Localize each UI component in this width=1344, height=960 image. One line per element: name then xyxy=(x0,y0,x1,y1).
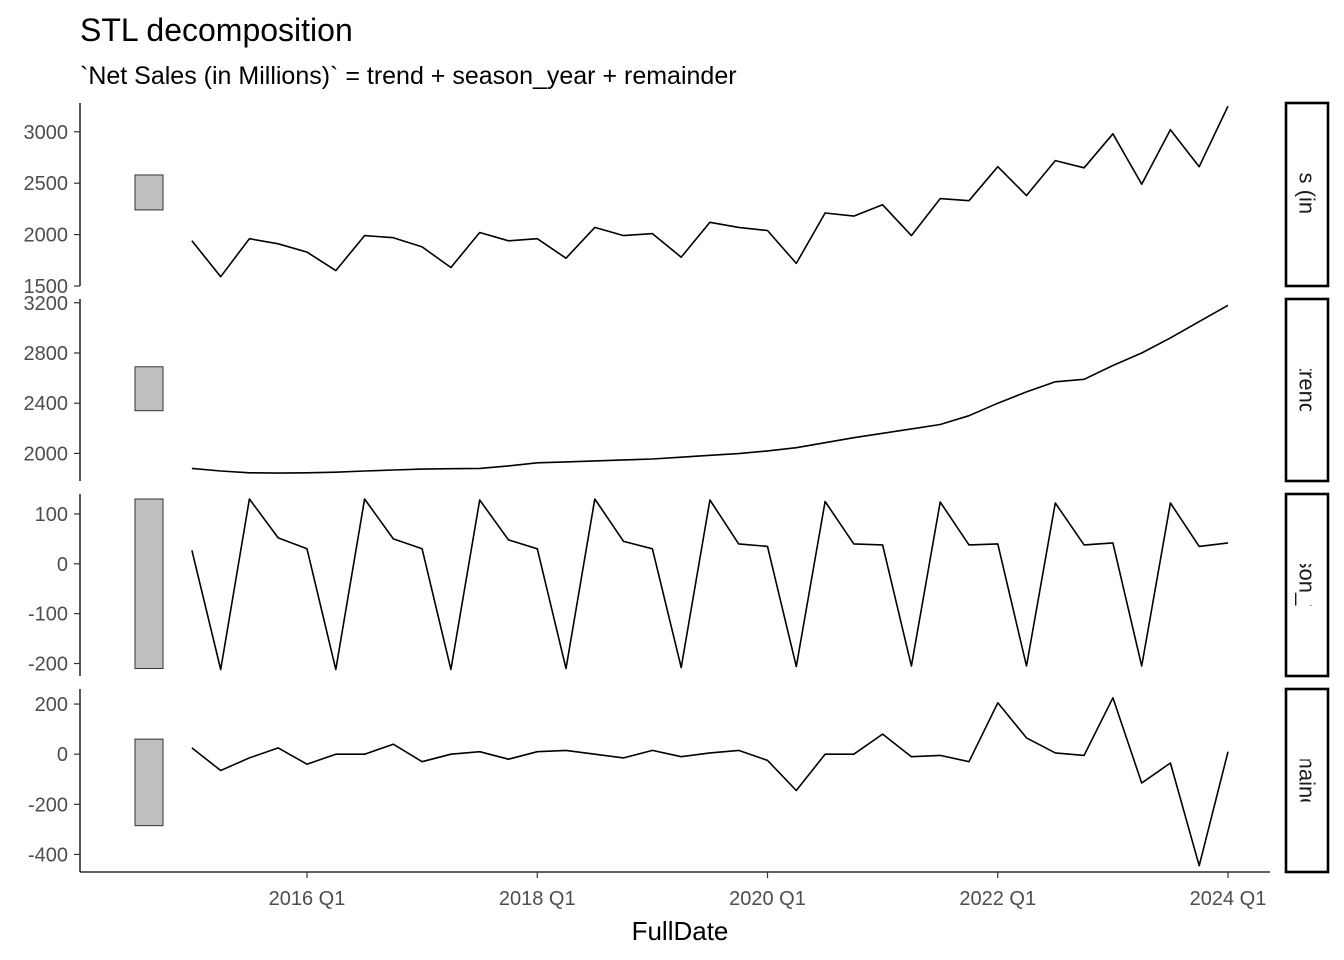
y-tick-label: 0 xyxy=(57,554,68,576)
series-line-remainder xyxy=(191,696,1229,867)
y-tick-label: -200 xyxy=(28,794,68,816)
scale-bar xyxy=(134,498,164,670)
y-tick-label: -100 xyxy=(28,604,68,626)
facet-strip xyxy=(1284,492,1330,678)
facet-strip-label: trend xyxy=(1295,365,1320,415)
y-tick-label: 2400 xyxy=(24,393,69,415)
facet-panel-4: -400 -200 0 200 remainder xyxy=(28,687,1330,874)
y-tick-label: 100 xyxy=(35,504,68,526)
y-tick-label: -200 xyxy=(28,654,68,676)
chart-subtitle: `Net Sales (in Millions)` = trend + seas… xyxy=(80,62,737,90)
facet-strip-label: season_year xyxy=(1295,522,1320,648)
y-tick-label: 3000 xyxy=(24,122,69,144)
scale-bar xyxy=(134,174,164,211)
y-tick-label: 2800 xyxy=(24,343,69,365)
y-tick-label: 2000 xyxy=(24,225,69,247)
y-tick-label: -400 xyxy=(28,844,68,866)
facet-strip xyxy=(1284,687,1330,874)
y-tick-label: 2500 xyxy=(24,173,69,195)
series-line-net-sales-in-millions- xyxy=(191,105,1229,278)
facet-panel-1: 1500 2000 2500 3000 Net Sales (in Millions) xyxy=(24,88,1330,301)
facet-strip xyxy=(1284,101,1330,288)
y-tick-label: 0 xyxy=(57,744,68,766)
series-line-trend xyxy=(191,304,1229,474)
x-tick-label: 2022 Q1 xyxy=(959,888,1036,910)
x-tick-label: 2016 Q1 xyxy=(269,888,346,910)
y-tick-label: 1500 xyxy=(24,276,69,298)
facet-strip-label: Net Sales (in Millions) xyxy=(1295,88,1320,301)
x-axis: 2016 Q1 2018 Q1 2020 Q1 2022 Q1 2024 Q1 xyxy=(80,871,1270,910)
facet-panel-3: -200 -100 0 100 season_year xyxy=(28,492,1330,678)
y-tick-label: 3200 xyxy=(24,293,69,315)
chart-title: STL decomposition xyxy=(80,12,353,48)
x-axis-title: FullDate xyxy=(632,916,729,946)
x-tick-label: 2024 Q1 xyxy=(1190,888,1267,910)
scale-bar xyxy=(134,738,164,827)
facet-strip xyxy=(1284,297,1330,483)
facet-panel-2: 2000 2400 2800 3200 trend xyxy=(24,293,1330,483)
scale-bar xyxy=(134,366,164,412)
y-tick-label: 200 xyxy=(35,694,68,716)
y-tick-label: 2000 xyxy=(24,443,69,465)
x-tick-label: 2018 Q1 xyxy=(499,888,576,910)
x-tick-label: 2020 Q1 xyxy=(729,888,806,910)
facet-strip-label: remainder xyxy=(1295,731,1320,830)
series-line-season-year xyxy=(191,498,1229,671)
